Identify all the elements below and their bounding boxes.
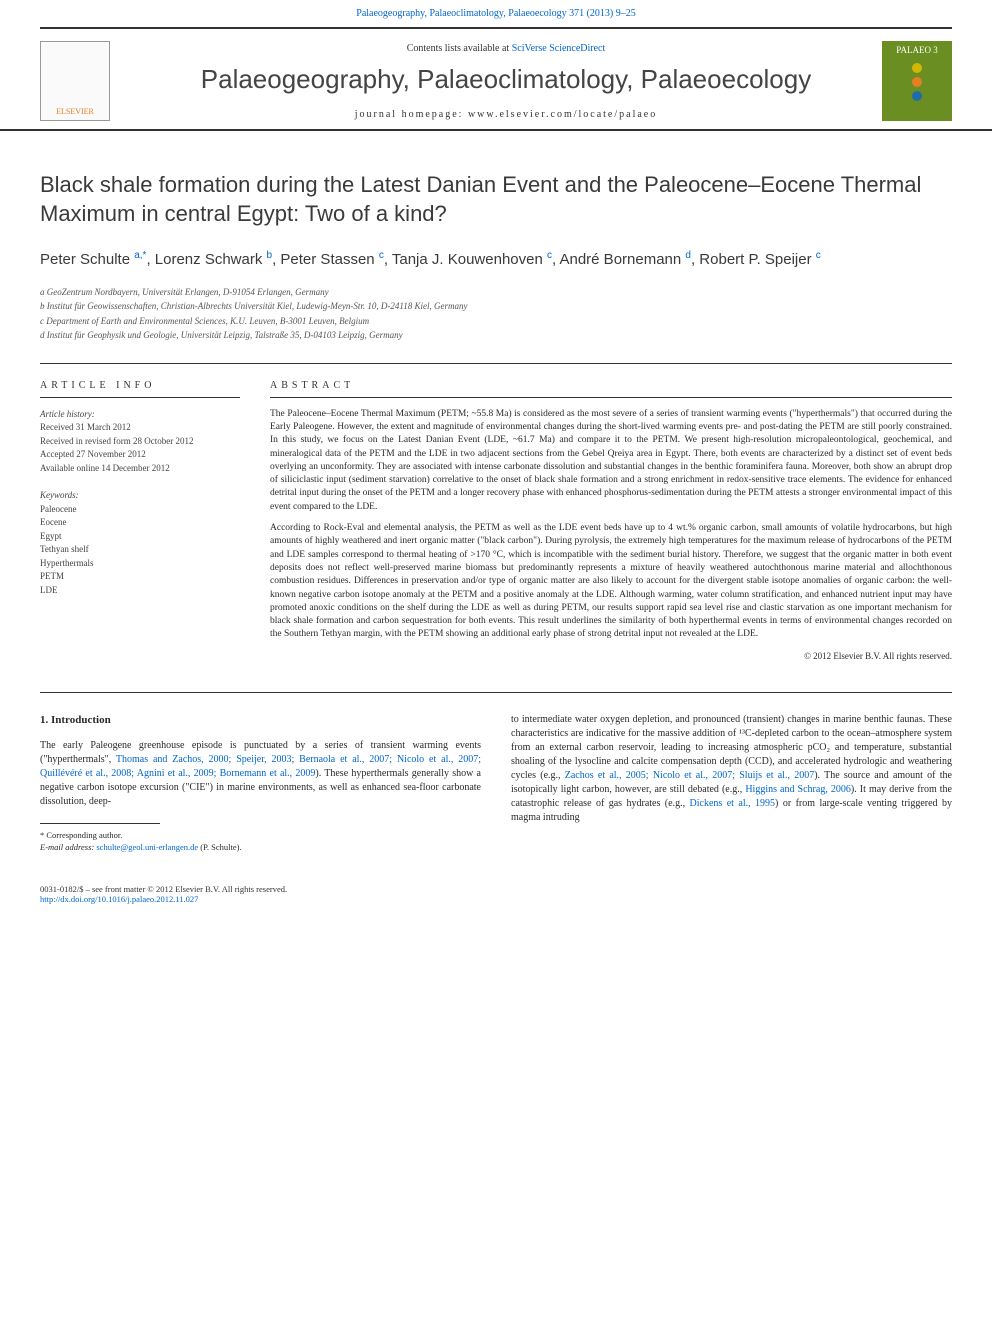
citation-header: Palaeogeography, Palaeoclimatology, Pala… — [0, 0, 992, 23]
abstract-heading: ABSTRACT — [270, 380, 952, 398]
affiliation-line: d Institut für Geophysik und Geologie, U… — [40, 329, 952, 343]
keyword: LDE — [40, 584, 240, 598]
palaeo-logo: PALAEO 3 — [882, 41, 952, 121]
body-column-left: 1. Introduction The early Paleogene gree… — [40, 713, 481, 853]
citation-link[interactable]: Palaeogeography, Palaeoclimatology, Pala… — [356, 8, 635, 19]
email-note: E-mail address: schulte@geol.uni-erlange… — [40, 842, 481, 854]
palaeo-dot — [912, 63, 922, 73]
history-line: Received 31 March 2012 — [40, 421, 240, 435]
body-paragraph: to intermediate water oxygen depletion, … — [511, 713, 952, 825]
keyword: Eocene — [40, 516, 240, 530]
citation-ref[interactable]: Higgins and Schrag, 2006 — [745, 784, 851, 795]
affiliation-line: a GeoZentrum Nordbayern, Universität Erl… — [40, 286, 952, 300]
keyword: Hyperthermals — [40, 557, 240, 571]
doi-link[interactable]: http://dx.doi.org/10.1016/j.palaeo.2012.… — [40, 894, 198, 904]
journal-header: ELSEVIER Contents lists available at Sci… — [0, 29, 992, 131]
abstract-paragraph: The Paleocene–Eocene Thermal Maximum (PE… — [270, 408, 952, 514]
footnote-divider — [40, 823, 160, 824]
elsevier-logo: ELSEVIER — [40, 41, 110, 121]
affiliations: a GeoZentrum Nordbayern, Universität Erl… — [40, 286, 952, 343]
palaeo-dot — [912, 91, 922, 101]
citation-ref[interactable]: Zachos et al., 2005; Nicolo et al., 2007… — [565, 770, 814, 781]
footnotes: * Corresponding author. E-mail address: … — [40, 830, 481, 854]
history-line: Received in revised form 28 October 2012 — [40, 435, 240, 449]
issn-line: 0031-0182/$ – see front matter © 2012 El… — [40, 884, 287, 894]
body-column-right: to intermediate water oxygen depletion, … — [511, 713, 952, 853]
affiliation-line: c Department of Earth and Environmental … — [40, 315, 952, 329]
article-info-heading: ARTICLE INFO — [40, 380, 240, 398]
keyword: Tethyan shelf — [40, 543, 240, 557]
affiliation-line: b Institut für Geowissenschaften, Christ… — [40, 300, 952, 314]
keyword: Egypt — [40, 530, 240, 544]
sciencedirect-link[interactable]: SciVerse ScienceDirect — [512, 43, 606, 54]
article-info: ARTICLE INFO Article history: Received 3… — [40, 380, 240, 663]
page-footer: 0031-0182/$ – see front matter © 2012 El… — [0, 874, 992, 924]
citation-ref[interactable]: Dickens et al., 1995 — [690, 798, 776, 809]
abstract-copyright: © 2012 Elsevier B.V. All rights reserved… — [270, 650, 952, 663]
journal-title: Palaeogeography, Palaeoclimatology, Pala… — [130, 64, 882, 95]
history-line: Available online 14 December 2012 — [40, 462, 240, 476]
email-link[interactable]: schulte@geol.uni-erlangen.de — [96, 842, 198, 852]
palaeo-dot — [912, 77, 922, 87]
history-line: Accepted 27 November 2012 — [40, 448, 240, 462]
author-list: Peter Schulte a,*, Lorenz Schwark b, Pet… — [40, 248, 952, 272]
article-title: Black shale formation during the Latest … — [40, 171, 952, 228]
body-paragraph: The early Paleogene greenhouse episode i… — [40, 739, 481, 809]
section-heading: 1. Introduction — [40, 713, 481, 728]
journal-homepage: journal homepage: www.elsevier.com/locat… — [130, 109, 882, 120]
keyword: Paleocene — [40, 503, 240, 517]
corresponding-author-note: * Corresponding author. — [40, 830, 481, 842]
keywords: Keywords: PaleoceneEoceneEgyptTethyan sh… — [40, 489, 240, 597]
palaeo-dots — [912, 63, 922, 101]
article-history: Article history: Received 31 March 2012R… — [40, 408, 240, 476]
abstract-paragraph: According to Rock-Eval and elemental ana… — [270, 522, 952, 642]
keyword: PETM — [40, 570, 240, 584]
contents-line: Contents lists available at SciVerse Sci… — [130, 43, 882, 54]
abstract: ABSTRACT The Paleocene–Eocene Thermal Ma… — [270, 380, 952, 663]
